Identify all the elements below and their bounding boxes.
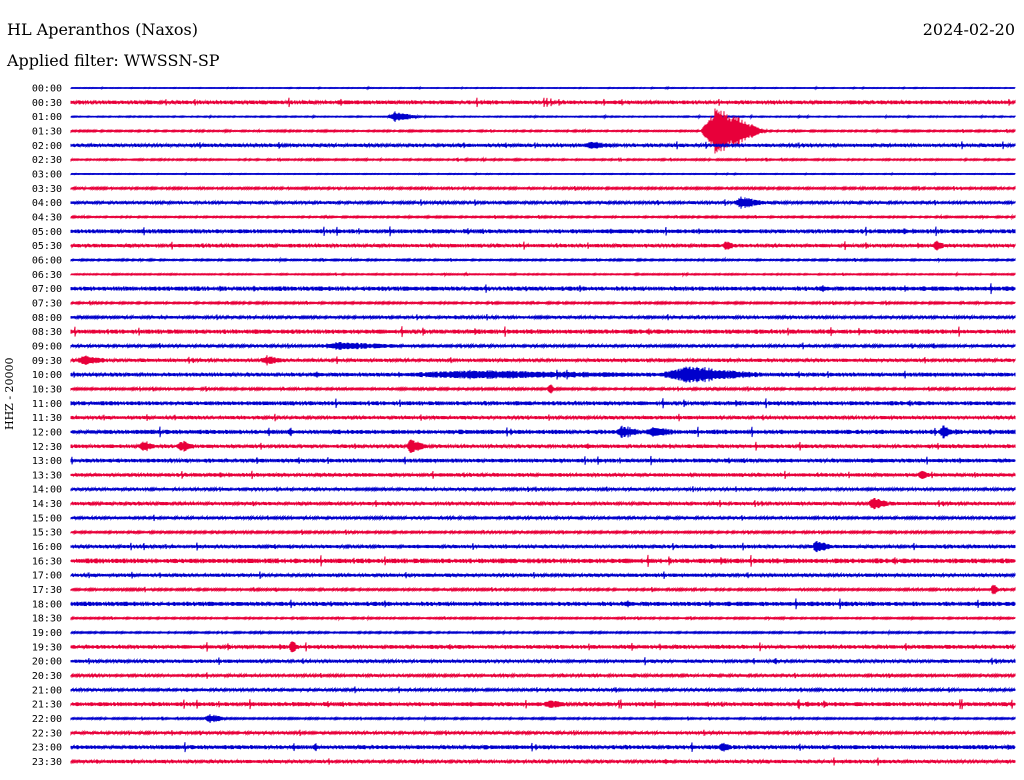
trace-time-label: 18:00 xyxy=(32,599,62,610)
trace-time-label: 13:00 xyxy=(32,456,62,467)
trace-time-label: 23:00 xyxy=(32,743,62,754)
trace-time-label: 22:30 xyxy=(32,728,62,739)
trace-time-label: 01:30 xyxy=(32,126,62,137)
trace-time-label: 04:30 xyxy=(32,212,62,223)
trace-time-label: 18:30 xyxy=(32,614,62,625)
trace-time-label: 17:00 xyxy=(32,571,62,582)
trace-time-label: 16:00 xyxy=(32,542,62,553)
trace-time-label: 14:30 xyxy=(32,499,62,510)
trace-time-label: 22:00 xyxy=(32,714,62,725)
trace-time-label: 08:30 xyxy=(32,327,62,338)
trace-time-label: 19:00 xyxy=(32,628,62,639)
date-label: 2024-02-20 xyxy=(922,20,1015,39)
trace-time-label: 07:30 xyxy=(32,298,62,309)
trace-time-label: 10:30 xyxy=(32,384,62,395)
trace-time-label: 13:30 xyxy=(32,470,62,481)
trace-time-label: 08:00 xyxy=(32,313,62,324)
trace-time-label: 15:30 xyxy=(32,528,62,539)
trace-time-label: 06:00 xyxy=(32,255,62,266)
trace-time-label: 12:30 xyxy=(32,442,62,453)
trace-time-label: 11:00 xyxy=(32,399,62,410)
trace-time-label: 09:30 xyxy=(32,356,62,367)
trace-time-label: 00:00 xyxy=(32,84,62,95)
trace-time-label: 20:30 xyxy=(32,671,62,682)
trace-time-label: 20:00 xyxy=(32,657,62,668)
trace-time-label: 03:30 xyxy=(32,184,62,195)
trace-time-label: 02:30 xyxy=(32,155,62,166)
trace-time-label: 12:00 xyxy=(32,427,62,438)
trace-time-label: 06:30 xyxy=(32,270,62,281)
trace-time-label: 14:00 xyxy=(32,485,62,496)
trace-time-label: 07:00 xyxy=(32,284,62,295)
trace-time-label: 15:00 xyxy=(32,513,62,524)
trace-time-label: 10:00 xyxy=(32,370,62,381)
trace-time-label: 21:00 xyxy=(32,685,62,696)
trace-time-label: 05:00 xyxy=(32,227,62,238)
trace-time-label: 09:00 xyxy=(32,341,62,352)
trace-time-label: 01:00 xyxy=(32,112,62,123)
trace-time-label: 00:30 xyxy=(32,98,62,109)
trace-time-label: 02:00 xyxy=(32,141,62,152)
trace-time-label: 11:30 xyxy=(32,413,62,424)
station-title: HL Aperanthos (Naxos) xyxy=(7,20,198,39)
trace-time-label: 21:30 xyxy=(32,700,62,711)
trace-time-label: 03:00 xyxy=(32,169,62,180)
trace-time-label: 17:30 xyxy=(32,585,62,596)
trace-time-label: 05:30 xyxy=(32,241,62,252)
trace-time-label: 23:30 xyxy=(32,757,62,768)
trace-time-label: 16:30 xyxy=(32,556,62,567)
trace-time-label: 19:30 xyxy=(32,642,62,653)
trace-time-label: 04:00 xyxy=(32,198,62,209)
filter-label: Applied filter: WWSSN-SP xyxy=(7,51,220,70)
